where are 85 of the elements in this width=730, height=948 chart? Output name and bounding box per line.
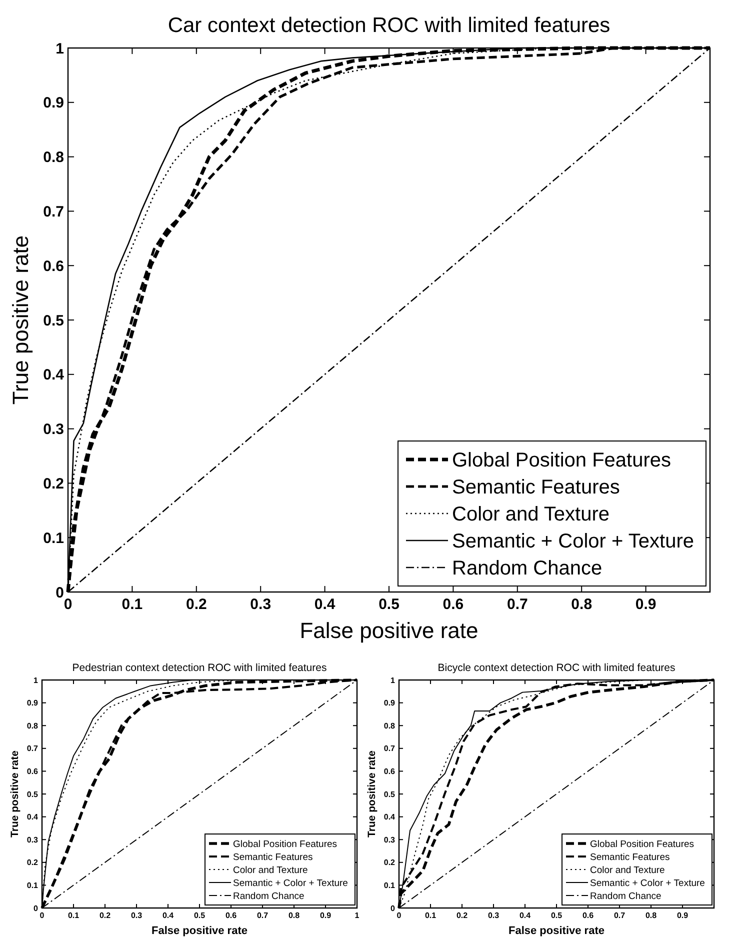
y-tick-label: 0.2 [384,858,396,868]
legend-label: Color and Texture [452,504,610,526]
y-tick-label: 0.7 [43,203,64,220]
x-tick-label: 0.8 [288,911,300,920]
x-tick-label: 0.6 [582,911,594,920]
x-tick-label: 0.7 [506,596,528,613]
x-tick-label: 0.7 [256,911,269,920]
y-tick-label: 0.4 [43,366,65,384]
y-tick-label: 0.7 [384,744,396,754]
x-tick-label: 0.6 [225,911,238,920]
legend-label: Semantic Features [452,476,620,498]
y-tick-label: 0.5 [384,790,396,799]
x-tick-label: 0.3 [488,911,500,920]
x-tick-label: 0.4 [314,596,336,613]
legend-label: Semantic Features [233,852,313,863]
y-tick-label: 0.5 [26,790,39,799]
y-tick-label: 0.9 [384,698,396,708]
y-tick-label: 0.9 [26,698,39,708]
y-tick-label: 0.5 [43,312,64,330]
x-tick-label: 0.8 [571,596,592,613]
x-axis-title: False positive rate [508,925,604,937]
legend-label: Random Chance [590,890,662,902]
y-tick-label: 1 [34,676,39,685]
y-tick-label: 0.6 [43,258,64,275]
x-tick-label: 0.9 [676,911,689,920]
y-tick-label: 0.9 [43,94,64,112]
x-tick-label: 0.1 [424,911,437,920]
y-tick-label: 0.3 [26,835,39,844]
y-tick-label: 0 [56,584,64,602]
legend-label: Semantic Features [590,852,670,863]
y-tick-label: 0.7 [26,744,39,754]
y-tick-label: 0.6 [384,767,396,776]
x-tick-label: 0.4 [519,911,532,920]
x-tick-label: 0.5 [550,911,563,920]
y-tick-label: 0 [390,904,396,913]
x-tick-label: 0.5 [194,911,206,920]
legend-label: Global Position Features [233,838,338,850]
x-tick-label: 0.4 [162,911,174,920]
legend-label: Semantic + Color + Texture [233,878,348,889]
legend-label: Random Chance [233,890,304,902]
legend-label: Random Chance [452,558,602,580]
y-axis-title: True positive rate [9,750,21,838]
x-tick-label: 0.6 [442,596,464,613]
x-tick-label: 0.3 [130,911,143,920]
x-tick-label: 0.9 [320,911,332,920]
x-tick-label: 1 [354,911,360,920]
y-axis-title: True positive rate [366,750,378,838]
y-tick-label: 0.1 [26,881,39,890]
chart-title: Pedestrian context detection ROC with limited features [72,662,327,674]
x-tick-label: 0.8 [645,911,658,920]
y-tick-label: 0.8 [384,721,396,730]
y-tick-label: 0.8 [43,149,64,166]
x-tick-label: 0.2 [186,596,207,613]
y-tick-label: 0.2 [26,858,39,868]
legend-label: Global Position Features [452,450,672,472]
y-tick-label: 1 [56,40,64,58]
legend-label: Color and Texture [590,864,665,876]
x-axis-title: False positive rate [152,925,248,937]
y-tick-label: 0 [34,904,39,913]
x-tick-label: 0.2 [456,911,468,920]
y-tick-label: 0.3 [384,835,396,844]
x-tick-label: 0.7 [614,911,626,920]
x-tick-label: 0.1 [122,596,143,613]
chart-title: Bicycle context detection ROC with limited features [438,662,676,674]
y-tick-label: 0.6 [26,767,39,776]
x-tick-label: 0.3 [250,596,272,613]
y-tick-label: 0.1 [43,530,64,547]
x-tick-label: 0.1 [68,911,80,920]
x-axis-title: False positive rate [300,618,478,643]
legend-label: Global Position Features [590,838,694,850]
legend-label: Semantic + Color + Texture [452,530,694,552]
y-axis-title: True positive rate [8,235,33,405]
y-tick-label: 0.8 [26,721,39,730]
x-tick-label: 0.2 [99,911,112,920]
x-tick-label: 0.9 [635,596,656,613]
legend-label: Color and Texture [233,864,308,876]
y-tick-label: 0.3 [43,421,64,438]
y-tick-label: 0.2 [43,475,64,492]
y-tick-label: 1 [390,676,396,685]
y-tick-label: 0.1 [384,881,396,890]
x-tick-label: 0 [396,911,402,920]
y-tick-label: 0.4 [26,812,39,822]
legend-label: Semantic + Color + Texture [590,878,705,889]
chart-title: Car context detection ROC with limited features [168,14,610,37]
y-tick-label: 0.4 [384,812,396,822]
